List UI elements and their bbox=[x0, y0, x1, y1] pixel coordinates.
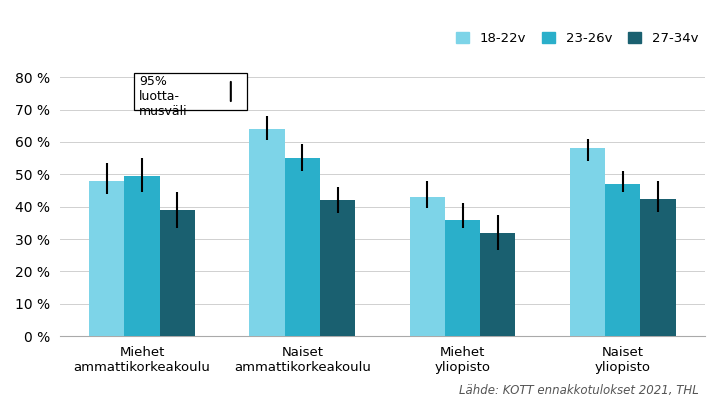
Bar bbox=[125, 176, 160, 336]
Bar bbox=[89, 181, 125, 336]
Bar bbox=[160, 210, 195, 336]
FancyBboxPatch shape bbox=[134, 73, 247, 110]
Text: 95%
luotta-
musväli: 95% luotta- musväli bbox=[139, 75, 188, 118]
Bar bbox=[606, 184, 640, 336]
Bar bbox=[249, 129, 284, 336]
Bar bbox=[570, 149, 606, 336]
Bar bbox=[480, 232, 516, 336]
Bar bbox=[410, 197, 445, 336]
Bar bbox=[320, 200, 355, 336]
Legend: 18-22v, 23-26v, 27-34v: 18-22v, 23-26v, 27-34v bbox=[456, 32, 698, 45]
Bar bbox=[640, 198, 675, 336]
Bar bbox=[284, 158, 320, 336]
Bar bbox=[445, 220, 480, 336]
Text: Lähde: KOTT ennakkotulokset 2021, THL: Lähde: KOTT ennakkotulokset 2021, THL bbox=[459, 384, 698, 397]
